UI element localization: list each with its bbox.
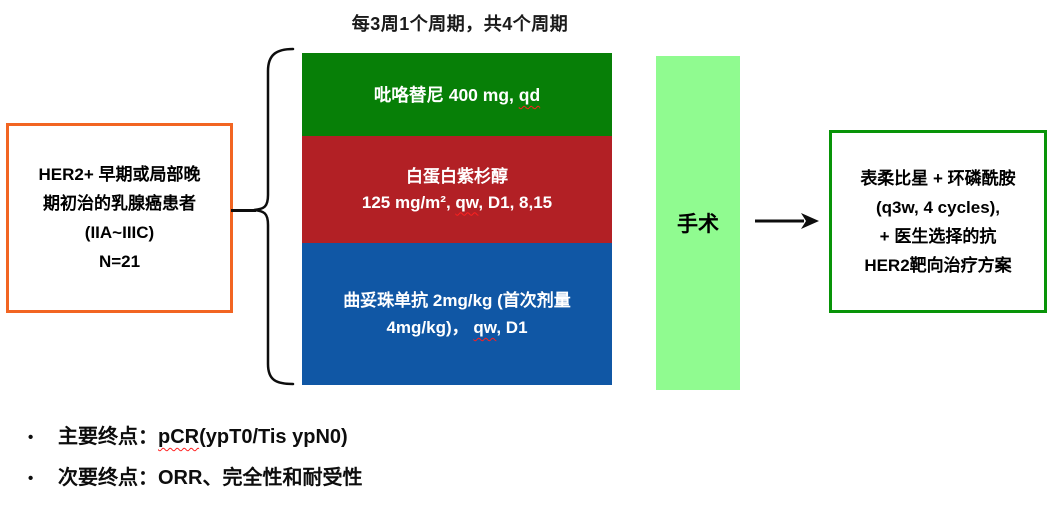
nab-paclitaxel-name: 白蛋白紫杉醇 xyxy=(406,166,508,186)
bullet-icon: • xyxy=(28,470,34,487)
secondary-endpoint-item: • 次要终点：ORR、完全性和耐受性 xyxy=(28,465,668,492)
surgery-label: 手术 xyxy=(677,213,719,236)
post-box-line: HER2靶向治疗方案 xyxy=(864,255,1012,275)
endpoints-list: • 主要终点：pCR(ypT0/Tis ypN0) • 次要终点：ORR、完全性… xyxy=(28,424,668,506)
misspelling-underline: qw xyxy=(473,318,497,337)
patient-population-box: HER2+ 早期或局部晚 期初治的乳腺癌患者 (IIA~IIIC) N=21 xyxy=(6,123,233,313)
post-box-line: (q3w, 4 cycles), xyxy=(875,197,1001,217)
misspelling-underline: qd xyxy=(518,85,541,105)
pyrotinib-label: 吡咯替尼 400 mg, qd xyxy=(373,85,541,105)
cycle-schedule-label: 每3周1个周期，共4个周期 xyxy=(351,14,569,34)
nab-paclitaxel-dose: 125 mg/m², qw, D1, 8,15 xyxy=(361,192,553,212)
patient-box-line: (IIA~IIIC) xyxy=(84,223,155,242)
secondary-endpoint-text: 次要终点：ORR、完全性和耐受性 xyxy=(58,467,363,489)
connector-line xyxy=(231,209,256,212)
patient-box-line: N=21 xyxy=(98,252,141,271)
post-surgery-treatment-box: 表柔比星 + 环磷酰胺 (q3w, 4 cycles), + 医生选择的抗 HE… xyxy=(829,130,1047,313)
curly-brace xyxy=(253,47,295,386)
post-box-line: + 医生选择的抗 xyxy=(879,226,997,246)
nab-paclitaxel-box: 白蛋白紫杉醇 125 mg/m², qw, D1, 8,15 xyxy=(302,136,612,243)
post-box-line: 表柔比星 + 环磷酰胺 xyxy=(860,168,1016,188)
pyrotinib-box: 吡咯替尼 400 mg, qd xyxy=(302,53,612,136)
arrow-icon xyxy=(755,213,819,229)
primary-endpoint-text: 主要终点：pCR(ypT0/Tis ypN0) xyxy=(58,426,348,448)
trastuzumab-dose-line1: 曲妥珠单抗 2mg/kg (首次剂量 xyxy=(343,291,571,310)
primary-endpoint-item: • 主要终点：pCR(ypT0/Tis ypN0) xyxy=(28,424,668,451)
surgery-box: 手术 xyxy=(656,56,740,390)
misspelling-underline: qw xyxy=(455,192,479,212)
patient-box-line: HER2+ 早期或局部晚 xyxy=(38,165,201,184)
misspelling-underline: pCR xyxy=(158,426,200,448)
trastuzumab-dose-line2: 4mg/kg)， qw, D1 xyxy=(386,318,528,337)
trastuzumab-box: 曲妥珠单抗 2mg/kg (首次剂量 4mg/kg)， qw, D1 xyxy=(302,243,612,385)
bullet-icon: • xyxy=(28,429,34,446)
patient-box-line: 期初治的乳腺癌患者 xyxy=(43,194,196,213)
